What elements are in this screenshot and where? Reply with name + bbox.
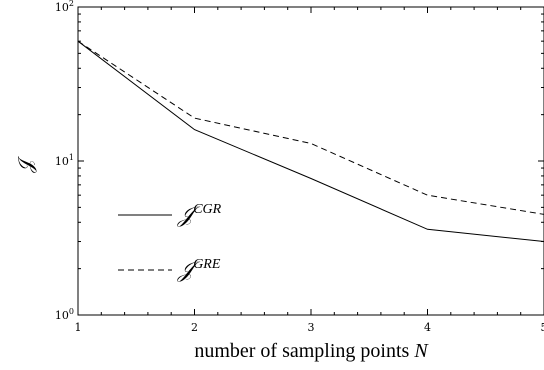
axis-ticks: 1 2 3 4 5 100 101 102 [55,0,544,334]
x-tick-label: 1 [75,321,82,334]
y-tick-label: 102 [55,0,74,14]
x-tick-label: 2 [191,321,198,334]
series-line-cgr [77,40,544,242]
x-tick-label: 5 [541,321,544,334]
legend-label-cgr: 𝒥CGR [177,202,222,227]
legend: 𝒥CGR 𝒥GRE [118,202,222,282]
plot-frame [77,6,544,316]
x-tick-label: 3 [308,321,315,334]
series-lines [77,40,544,242]
x-axis-label: number of sampling points N [194,340,429,362]
y-tick-label: 100 [55,307,74,322]
x-tick-label: 4 [424,321,431,334]
legend-label-gre: 𝒥GRE [177,257,221,282]
y-axis-label: 𝒥 [15,156,37,173]
y-tick-label: 101 [55,153,74,168]
series-line-gre [77,40,544,215]
